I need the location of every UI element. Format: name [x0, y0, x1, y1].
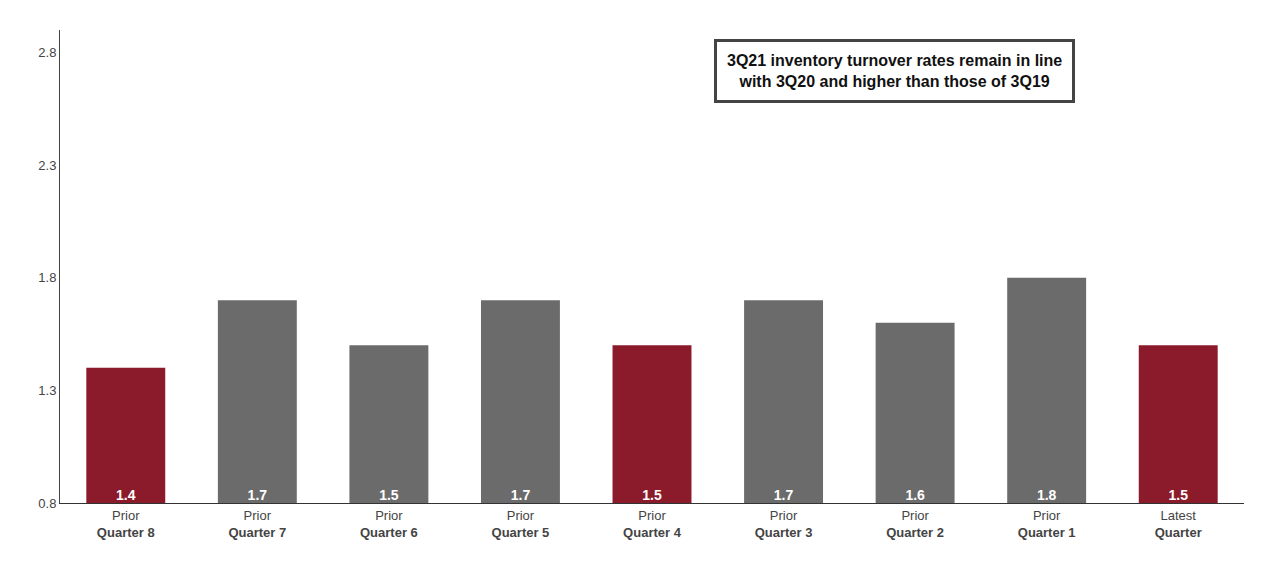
- svg-text:PriorQuarter 3: PriorQuarter 3: [755, 508, 813, 540]
- svg-text:1.7: 1.7: [248, 487, 268, 503]
- svg-text:1.8: 1.8: [38, 270, 56, 285]
- svg-text:2.8: 2.8: [38, 45, 56, 60]
- svg-text:1.5: 1.5: [642, 487, 662, 503]
- svg-text:3Q21 inventory turnover rates: 3Q21 inventory turnover rates remain in …: [727, 52, 1062, 90]
- svg-text:LatestQuarter: LatestQuarter: [1155, 508, 1202, 540]
- svg-text:PriorQuarter 1: PriorQuarter 1: [1018, 508, 1076, 540]
- svg-text:PriorQuarter 4: PriorQuarter 4: [623, 508, 682, 540]
- svg-text:1.5: 1.5: [379, 487, 399, 503]
- svg-text:2.3: 2.3: [38, 158, 56, 173]
- svg-text:PriorQuarter 5: PriorQuarter 5: [492, 508, 550, 540]
- svg-text:0.8: 0.8: [38, 496, 56, 511]
- svg-text:1.6: 1.6: [905, 487, 925, 503]
- svg-text:1.7: 1.7: [511, 487, 531, 503]
- svg-text:1.7: 1.7: [774, 487, 794, 503]
- svg-text:PriorQuarter 2: PriorQuarter 2: [886, 508, 944, 540]
- svg-text:PriorQuarter 8: PriorQuarter 8: [97, 508, 155, 540]
- svg-text:1.8: 1.8: [1037, 487, 1057, 503]
- svg-text:1.5: 1.5: [1168, 487, 1188, 503]
- svg-text:1.3: 1.3: [38, 383, 56, 398]
- svg-text:PriorQuarter 7: PriorQuarter 7: [228, 508, 286, 540]
- svg-text:PriorQuarter 6: PriorQuarter 6: [360, 508, 418, 540]
- svg-text:1.4: 1.4: [116, 487, 136, 503]
